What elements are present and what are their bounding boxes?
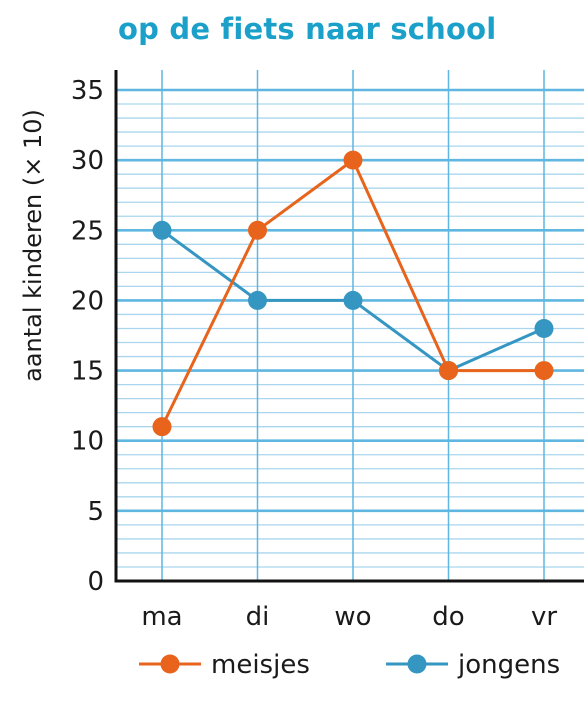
data-point-meisjes	[534, 361, 554, 381]
legend: meisjes jongens	[139, 650, 560, 680]
x-tick-label: wo	[334, 602, 371, 632]
data-point-meisjes	[152, 417, 172, 437]
legend-label-meisjes: meisjes	[211, 650, 310, 680]
y-tick-label: 5	[87, 497, 104, 527]
data-point-jongens	[248, 290, 267, 310]
y-tick-label: 20	[71, 286, 104, 316]
data-point-jongens	[152, 220, 172, 240]
legend-label-jongens: jongens	[457, 650, 560, 680]
series-layer	[152, 150, 554, 437]
y-tick-label: 15	[71, 357, 104, 387]
x-tick-label: vr	[531, 602, 557, 632]
y-tick-label: 25	[71, 216, 104, 246]
grid-layer	[116, 70, 584, 581]
axes: 0 5 10 15 20 25 30 35 ma di wo do vr aantal kinderen …	[19, 70, 584, 632]
y-tick-label: 30	[71, 146, 104, 176]
legend-marker-meisjes	[160, 654, 180, 674]
data-point-jongens	[343, 290, 363, 310]
y-tick-label: 35	[71, 76, 104, 106]
data-point-meisjes	[439, 361, 458, 381]
y-tick-label: 10	[71, 427, 104, 457]
x-tick-label: ma	[141, 602, 182, 632]
y-tick-label: 0	[87, 567, 104, 597]
x-tick-label: di	[246, 602, 270, 632]
x-tick-label: do	[432, 602, 464, 632]
chart-title: op de fiets naar school	[118, 12, 497, 46]
data-point-meisjes	[248, 220, 267, 240]
y-axis-label: aantal kinderen (× 10)	[19, 109, 47, 382]
data-point-meisjes	[343, 150, 363, 170]
data-point-jongens	[534, 318, 554, 338]
legend-marker-jongens	[407, 654, 427, 674]
